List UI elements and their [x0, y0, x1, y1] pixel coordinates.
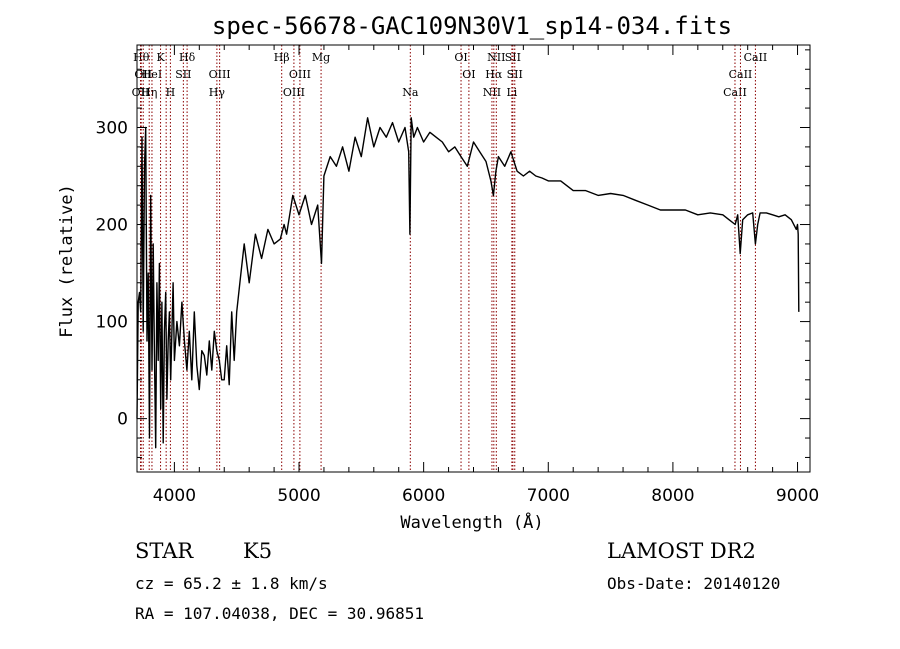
spectral-line-label: NII [487, 51, 505, 64]
coordinates-text: RA = 107.04038, DEC = 30.96851 [135, 604, 424, 623]
x-tick-label: 6000 [402, 486, 445, 506]
object-class: STAR [135, 539, 194, 563]
spectral-line-label: Na [402, 86, 419, 99]
spectrum-series-line [136, 117, 800, 449]
spectral-line-markers: HθOIIOIIHηHeIKHSIIHδHγOIIIHβOIIIOIIIMgNa… [132, 45, 768, 472]
x-tick-label: 9000 [776, 486, 819, 506]
spectral-line-label: OIII [283, 86, 305, 99]
x-tick-label: 4000 [153, 486, 196, 506]
spectral-line-label: OIII [289, 68, 311, 81]
spectral-line-label: Hβ [274, 51, 290, 64]
spectral-line-label: OII [134, 68, 152, 81]
spectral-line-label: Li [506, 86, 517, 99]
x-tick-label: 7000 [527, 486, 570, 506]
object-subclass: K5 [243, 539, 273, 563]
spectral-line-label: OI [454, 51, 467, 64]
spectral-line-label: SII [505, 51, 521, 64]
spectral-line-label: OIII [209, 68, 231, 81]
x-axis-label: Wavelength (Å) [400, 511, 543, 533]
y-tick-label: 100 [96, 313, 128, 333]
chart-title: spec-56678-GAC109N30V1_sp14-034.fits [212, 12, 732, 40]
x-tick-label: 5000 [277, 486, 320, 506]
spectral-line-label: SII [175, 68, 191, 81]
spectral-line-label: HeI [142, 68, 162, 81]
spectral-line-label: CaII [744, 51, 768, 64]
obs-date-text: Obs-Date: 20140120 [607, 574, 781, 593]
y-tick-label: 200 [96, 216, 128, 236]
spectral-line-label: CaII [729, 68, 753, 81]
spectral-line-label: OII [132, 86, 150, 99]
x-tick-label: 8000 [651, 486, 694, 506]
spectral-line-label: Hθ [133, 51, 150, 64]
survey-name: LAMOST DR2 [607, 539, 756, 563]
spectral-line-label: Hα [485, 68, 503, 81]
axis-ticks: 4000 5000 6000 7000 8000 9000 0 100 200 300 [96, 45, 819, 506]
redshift-text: cz = 65.2 ± 1.8 km/s [135, 574, 328, 593]
spectral-line-label: SII [507, 68, 523, 81]
spectral-line-label: OI [462, 68, 475, 81]
plot-data [136, 117, 800, 449]
spectral-line-label: NII [483, 86, 501, 99]
spectral-line-label: H [166, 86, 176, 99]
spectral-line-label: Hγ [209, 86, 226, 99]
y-tick-label: 300 [96, 118, 128, 138]
spectral-line-label: Hη [141, 86, 157, 99]
spectral-line-label: Mg [312, 51, 330, 64]
spectral-line-label: CaII [723, 86, 747, 99]
plot-frame [136, 44, 811, 473]
spectral-line-label: Hδ [179, 51, 196, 64]
spectral-line-label: K [156, 51, 165, 64]
y-tick-label: 0 [117, 410, 128, 430]
y-axis-label: Flux (relative) [57, 184, 77, 338]
